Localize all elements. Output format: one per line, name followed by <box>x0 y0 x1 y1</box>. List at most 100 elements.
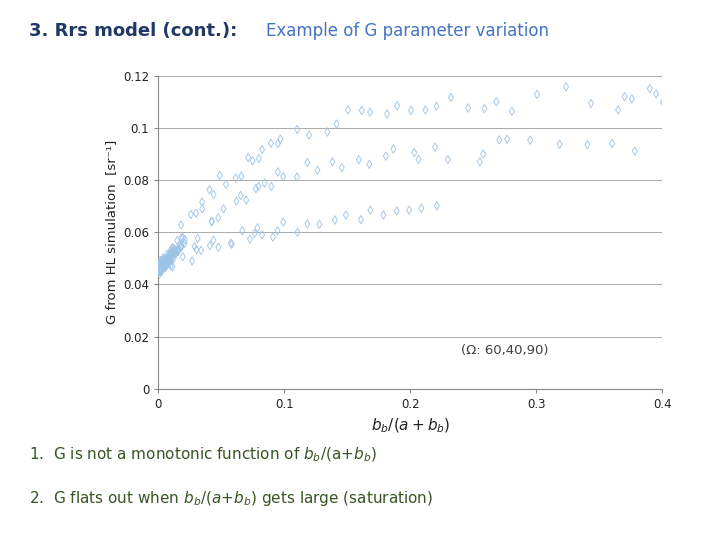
Point <box>153 264 164 273</box>
Point <box>156 260 168 269</box>
Point <box>158 260 169 268</box>
Point <box>162 258 174 267</box>
Point <box>153 264 164 273</box>
Point <box>168 254 179 263</box>
Point <box>153 259 165 267</box>
Point <box>162 259 174 268</box>
Point <box>214 171 225 180</box>
Point <box>493 136 505 144</box>
Point <box>168 248 179 256</box>
Point <box>156 259 167 267</box>
Point <box>156 260 167 269</box>
Point <box>154 267 166 276</box>
Point <box>170 249 181 258</box>
Point <box>330 120 342 129</box>
Point <box>159 260 171 268</box>
Point <box>159 256 171 265</box>
Point <box>179 239 190 248</box>
Point <box>206 218 217 226</box>
Point <box>165 249 176 258</box>
Point <box>405 106 417 114</box>
Point <box>322 127 333 136</box>
Point <box>166 244 178 253</box>
Point <box>167 244 179 252</box>
Point <box>190 209 202 218</box>
Point <box>160 255 171 264</box>
Point <box>168 246 180 255</box>
Point <box>356 106 367 115</box>
Point <box>314 220 325 228</box>
Point <box>252 224 264 232</box>
Point <box>161 255 172 264</box>
Point <box>364 206 376 214</box>
Point <box>167 244 179 252</box>
Point <box>158 259 169 268</box>
Point <box>161 250 173 259</box>
Point <box>353 156 364 164</box>
Point <box>355 215 366 224</box>
Point <box>155 256 166 265</box>
Point <box>166 249 177 258</box>
Point <box>382 110 393 118</box>
Point <box>158 263 170 272</box>
Point <box>175 242 186 251</box>
Point <box>164 255 176 264</box>
Point <box>168 245 180 254</box>
Point <box>153 259 164 267</box>
Point <box>155 264 166 272</box>
Point <box>237 226 248 235</box>
Point <box>156 259 168 267</box>
Point <box>163 258 175 266</box>
Point <box>154 262 166 271</box>
Point <box>170 248 181 256</box>
Point <box>249 229 261 238</box>
Point <box>163 254 174 262</box>
Point <box>170 249 181 258</box>
Point <box>392 102 403 110</box>
Point <box>445 93 456 102</box>
Point <box>165 246 176 254</box>
Point <box>154 263 166 272</box>
Text: 2.  G flats out when $b_b$/$\mathit{(a}$+$b_b)$ gets large (saturation): 2. G flats out when $b_b$/$\mathit{(a}$+… <box>29 489 433 508</box>
Point <box>312 166 323 174</box>
Point <box>166 249 178 258</box>
Point <box>364 108 376 117</box>
Point <box>174 240 185 249</box>
Point <box>265 139 276 147</box>
Point <box>235 191 246 200</box>
Point <box>157 259 168 267</box>
Point <box>158 259 169 267</box>
Point <box>157 259 168 267</box>
Point <box>159 261 171 270</box>
Point <box>156 263 167 272</box>
Point <box>277 172 289 181</box>
Point <box>629 147 641 156</box>
Point <box>619 92 631 101</box>
Point <box>477 150 489 158</box>
Point <box>240 195 252 204</box>
Point <box>161 258 173 266</box>
Point <box>292 125 303 134</box>
Point <box>158 259 170 268</box>
Point <box>256 145 268 154</box>
Point <box>531 90 543 99</box>
Point <box>153 265 165 273</box>
Point <box>431 102 442 111</box>
Point <box>163 251 175 259</box>
Point <box>204 241 215 250</box>
Point <box>253 182 264 191</box>
Point <box>153 264 164 272</box>
Point <box>166 252 178 261</box>
Point <box>501 135 513 144</box>
Point <box>277 218 289 226</box>
Point <box>176 243 187 252</box>
Point <box>159 258 171 267</box>
Point <box>606 139 618 148</box>
Point <box>156 262 168 271</box>
Point <box>155 259 166 268</box>
Point <box>415 204 427 213</box>
Point <box>186 256 198 265</box>
Point <box>156 265 168 274</box>
Point <box>442 155 454 164</box>
Point <box>153 264 165 272</box>
